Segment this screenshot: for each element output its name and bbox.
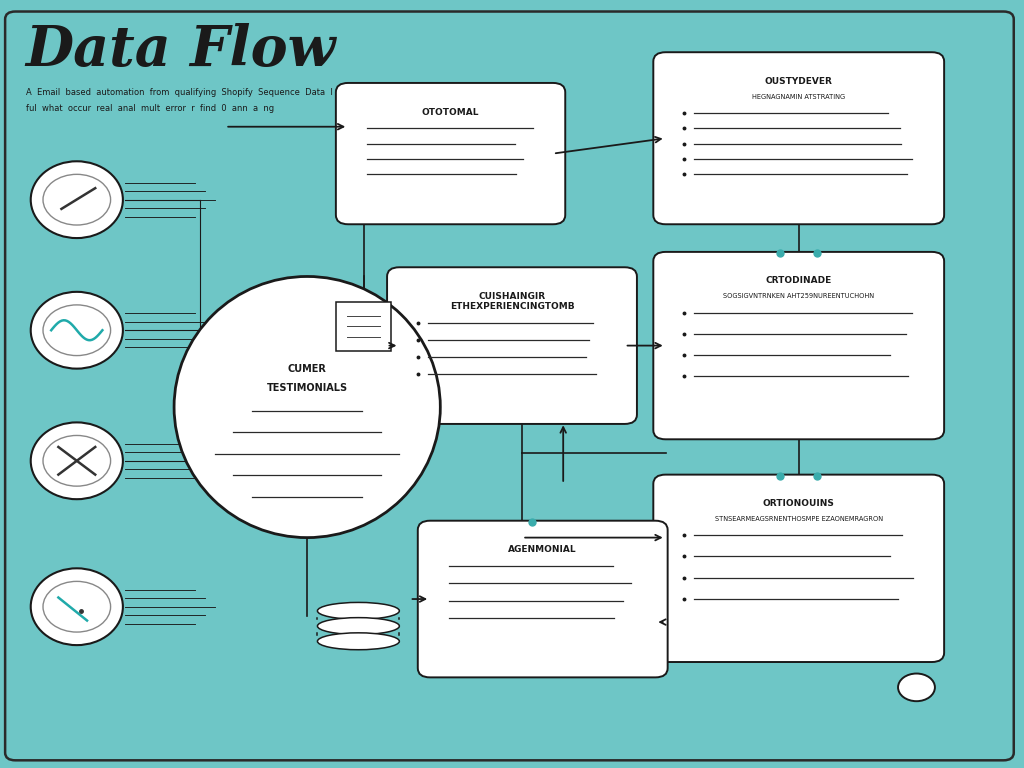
- Ellipse shape: [317, 633, 399, 650]
- Text: AGENMONIAL: AGENMONIAL: [508, 545, 578, 554]
- Text: ful  what  occur  real  anal  mult  error  r  find  0  ann  a  ng: ful what occur real anal mult error r fi…: [26, 104, 273, 113]
- Ellipse shape: [31, 292, 123, 369]
- FancyBboxPatch shape: [387, 267, 637, 424]
- Text: SOGSIGVNTRNKEN AHT259NUREENTUCHOHN: SOGSIGVNTRNKEN AHT259NUREENTUCHOHN: [723, 293, 874, 300]
- FancyBboxPatch shape: [653, 252, 944, 439]
- Text: TESTIMONIALS: TESTIMONIALS: [266, 382, 348, 393]
- Ellipse shape: [174, 276, 440, 538]
- Text: OTOTOMAL: OTOTOMAL: [422, 108, 479, 117]
- Ellipse shape: [317, 617, 399, 634]
- Text: CUISHAINGIR
ETHEXPERIENCINGTOMB: CUISHAINGIR ETHEXPERIENCINGTOMB: [450, 292, 574, 311]
- FancyBboxPatch shape: [653, 52, 944, 224]
- Text: CUMER: CUMER: [288, 363, 327, 374]
- Circle shape: [43, 581, 111, 632]
- Ellipse shape: [31, 422, 123, 499]
- Text: OUSTYDEVER: OUSTYDEVER: [765, 77, 833, 86]
- Circle shape: [43, 305, 111, 356]
- FancyBboxPatch shape: [336, 302, 390, 350]
- Text: A  Email  based  automation  from  qualifying  Shopify  Sequence  Data  I: A Email based automation from qualifying…: [26, 88, 333, 98]
- Ellipse shape: [31, 161, 123, 238]
- Text: Data Flow: Data Flow: [26, 23, 336, 78]
- Circle shape: [43, 435, 111, 486]
- FancyBboxPatch shape: [336, 83, 565, 224]
- Text: CRTODINADE: CRTODINADE: [766, 276, 831, 286]
- Circle shape: [898, 674, 935, 701]
- Text: HEGNAGNAMIN ATSTRATING: HEGNAGNAMIN ATSTRATING: [753, 94, 845, 100]
- Circle shape: [43, 174, 111, 225]
- Text: ORTIONOUINS: ORTIONOUINS: [763, 499, 835, 508]
- FancyBboxPatch shape: [418, 521, 668, 677]
- Ellipse shape: [31, 568, 123, 645]
- FancyBboxPatch shape: [653, 475, 944, 662]
- Text: STNSEARMEAGSRNENTHOSMPE EZAONEMRAGRON: STNSEARMEAGSRNENTHOSMPE EZAONEMRAGRON: [715, 516, 883, 522]
- Ellipse shape: [317, 602, 399, 619]
